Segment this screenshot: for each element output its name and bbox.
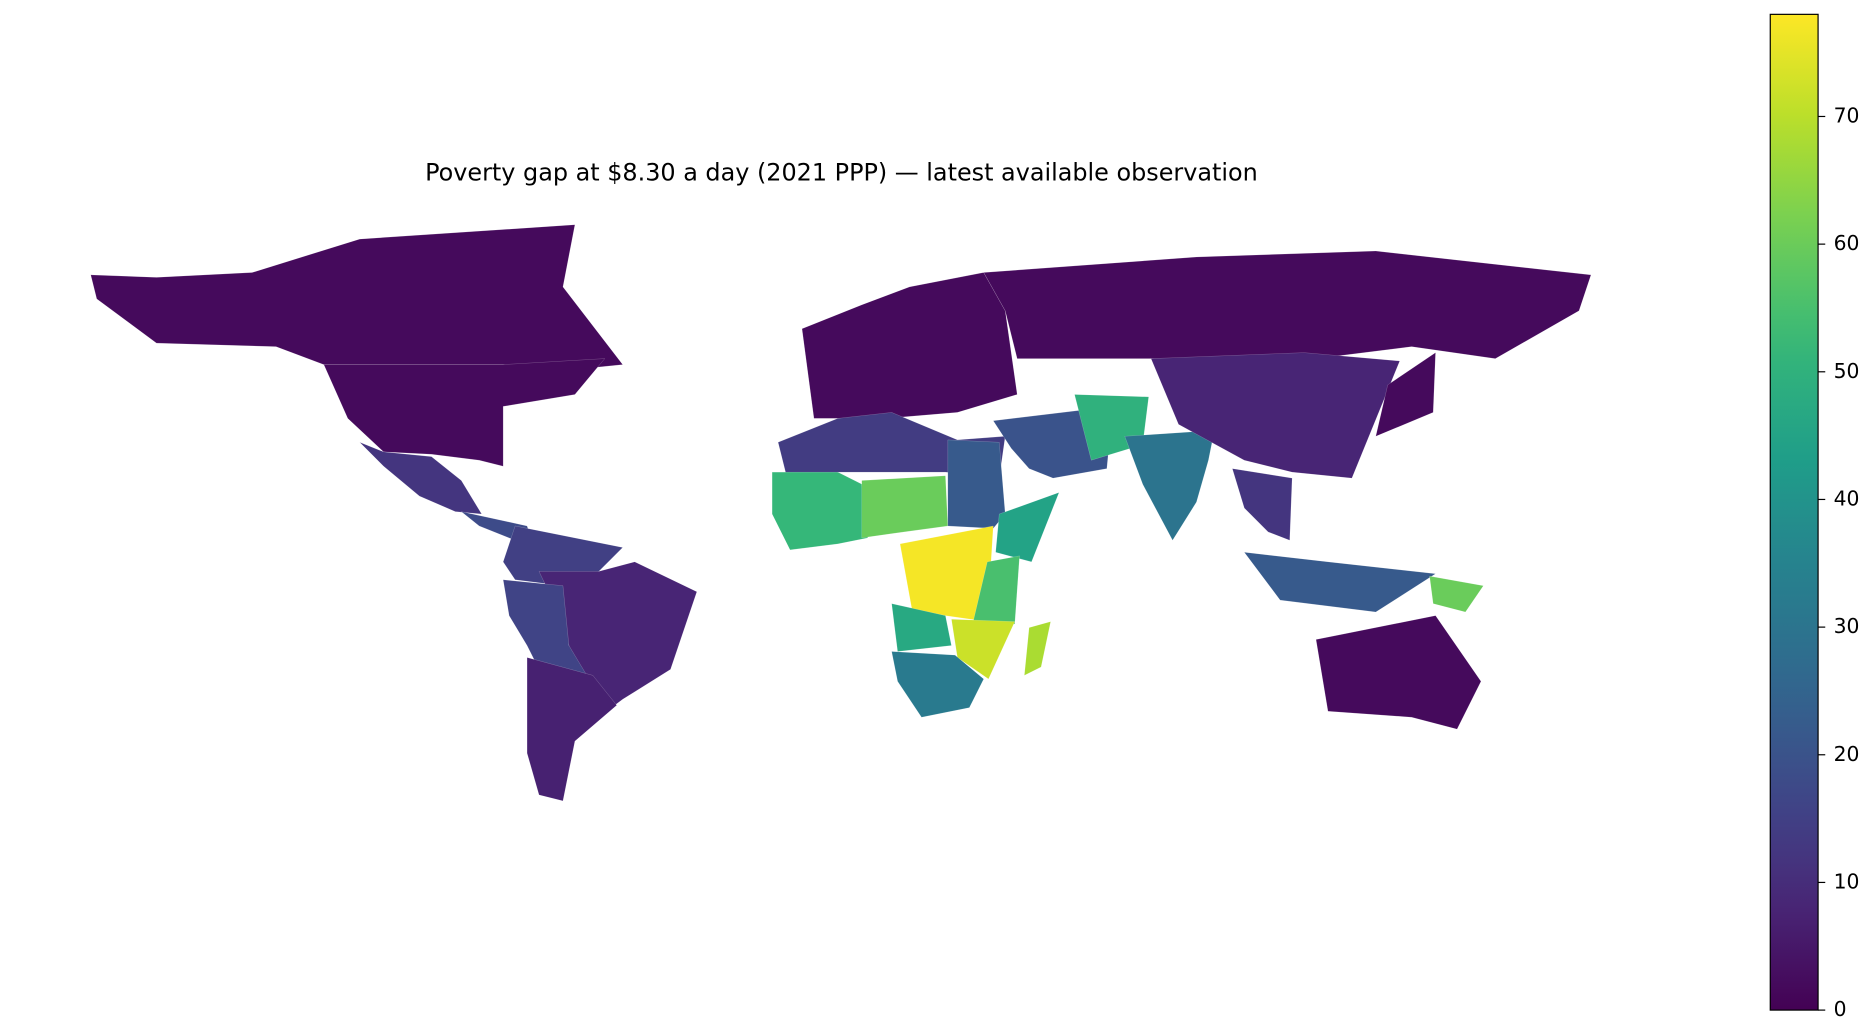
colorbar-tick-label: 50 [1834, 359, 1860, 383]
region [1150, 352, 1401, 479]
colorbar [1769, 13, 1819, 1011]
colorbar-tick-label: 60 [1834, 231, 1860, 255]
region [1315, 615, 1482, 730]
region [801, 272, 1018, 419]
region [1243, 551, 1437, 613]
region [323, 358, 606, 467]
region [1375, 352, 1436, 437]
region [1124, 430, 1215, 541]
colorbar-tick-label: 40 [1834, 486, 1860, 510]
region [1232, 468, 1293, 541]
region [359, 442, 483, 515]
region [1429, 575, 1484, 613]
region [971, 555, 1020, 628]
region [983, 250, 1592, 359]
colorbar-tick-label: 10 [1834, 869, 1860, 893]
colorbar-tick-label: 20 [1834, 742, 1860, 766]
region [771, 471, 869, 551]
colorbar-tick-label: 0 [1834, 997, 1847, 1021]
region [899, 525, 994, 622]
map-title: Poverty gap at $8.30 a day (2021 PPP) — … [425, 158, 1258, 186]
region [951, 618, 1016, 680]
region [526, 657, 618, 802]
region [891, 603, 952, 652]
region [947, 439, 1006, 529]
region [1024, 621, 1051, 676]
colorbar-tick-label: 70 [1834, 103, 1860, 127]
region [861, 475, 949, 539]
region [891, 651, 985, 718]
regions [90, 224, 1592, 802]
region [995, 492, 1060, 563]
colorbar-tick-label: 30 [1834, 614, 1860, 638]
region [90, 224, 624, 371]
